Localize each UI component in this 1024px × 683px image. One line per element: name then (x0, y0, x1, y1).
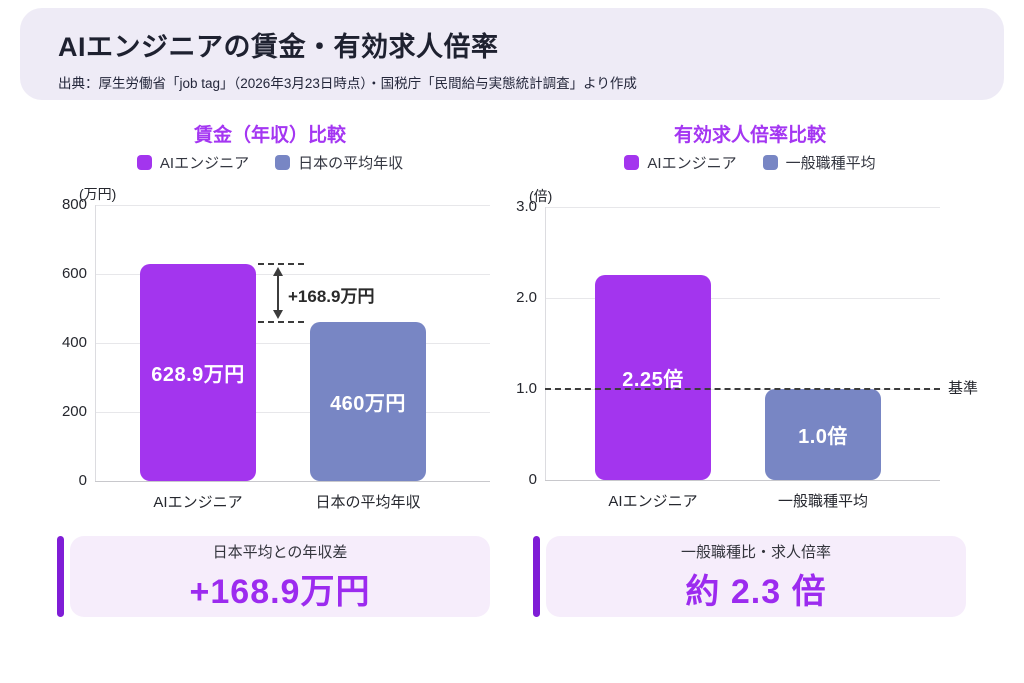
legend-label: 日本の平均年収 (298, 155, 404, 172)
legend-item: 一般職種平均 (762, 152, 876, 173)
left-summary-card: 日本平均との年収差 +168.9万円 (70, 536, 490, 617)
baseline-label: 基準 (948, 380, 979, 397)
x-category-label: 日本の平均年収 (315, 494, 421, 511)
legend-label: 一般職種平均 (785, 155, 876, 172)
legend-item: 日本の平均年収 (275, 152, 403, 173)
y-tick-label: 2.0 (516, 289, 537, 306)
left-card-caption: 日本平均との年収差 (212, 543, 348, 561)
right-summary-card: 一般職種比・求人倍率 約 2.3 倍 (546, 536, 966, 617)
baseline-dashed-line (545, 388, 940, 390)
diff-arrow-head-down (273, 310, 283, 320)
y-tick-label: 3.0 (516, 198, 537, 215)
bar-average: 460万円 (310, 322, 426, 481)
legend-swatch-icon (275, 155, 291, 170)
legend-label: AIエンジニア (159, 155, 250, 172)
right-card-value: 約 2.3 倍 (685, 572, 827, 611)
legend-item: AIエンジニア (624, 152, 737, 173)
legend-swatch-icon (624, 155, 640, 170)
gridline (95, 205, 490, 206)
diff-value-label: +168.9万円 (288, 287, 375, 307)
gridline (95, 412, 490, 413)
legend-label: AIエンジニア (647, 155, 737, 172)
right-card-caption: 一般職種比・求人倍率 (680, 543, 831, 561)
y-tick-label: 200 (61, 403, 87, 420)
source-note: 出典：厚生労働省「job tag」（2026年3月23日時点）・国税庁「民間給与… (58, 76, 637, 91)
y-tick-label: 0 (528, 471, 537, 488)
y-tick-label: 800 (61, 196, 87, 213)
legend-swatch-icon (136, 155, 152, 170)
left-chart-title: 賃金（年収）比較 (193, 125, 346, 146)
gridline (545, 207, 940, 208)
right-chart-legend: AIエンジニア 一般職種平均 (520, 152, 980, 173)
gridline (95, 274, 490, 275)
y-tick-label: 600 (61, 265, 87, 282)
x-axis-line (545, 480, 940, 481)
gridline (95, 343, 490, 344)
gridline (545, 298, 940, 299)
x-axis-line (95, 481, 490, 482)
bar-value-label: 2.25倍 (622, 369, 684, 392)
y-axis-unit-label: (倍) (529, 188, 553, 204)
page-title: AIエンジニアの賃金・有効求人倍率 (58, 32, 499, 62)
y-tick-label: 1.0 (516, 380, 537, 397)
left-card-accent-bar (57, 536, 64, 617)
right-chart-title: 有効求人倍率比較 (673, 125, 826, 146)
legend-item: AIエンジニア (136, 152, 250, 173)
legend-swatch-icon (762, 155, 778, 170)
left-card-value: +168.9万円 (189, 572, 371, 611)
y-tick-label: 0 (78, 472, 87, 489)
diff-dashed-line-top (258, 263, 304, 266)
diff-arrow-head-up (273, 267, 283, 277)
diff-dashed-line-bottom (258, 321, 304, 324)
diff-arrow-shaft (276, 276, 280, 311)
bar-average: 1.0倍 (765, 389, 881, 480)
x-category-label: 一般職種平均 (777, 493, 868, 510)
y-axis-line (545, 207, 546, 480)
y-tick-label: 400 (61, 334, 87, 351)
bar-value-label: 460万円 (330, 393, 406, 416)
x-category-label: AIエンジニア (608, 493, 698, 510)
y-axis-unit-label: (万円) (79, 186, 117, 202)
left-chart-legend: AIエンジニア 日本の平均年収 (40, 152, 500, 173)
x-category-label: AIエンジニア (153, 494, 243, 511)
bar-ai-engineer: 2.25倍 (595, 275, 711, 480)
header: AIエンジニアの賃金・有効求人倍率 出典：厚生労働省「job tag」（2026… (20, 8, 1004, 100)
right-card-accent-bar (533, 536, 540, 617)
bar-value-label: 1.0倍 (798, 426, 848, 448)
bar-value-label: 628.9万円 (151, 364, 245, 386)
diff-arrow-icon (272, 267, 284, 320)
bar-ai-engineer: 628.9万円 (140, 264, 256, 481)
y-axis-line (95, 205, 96, 481)
